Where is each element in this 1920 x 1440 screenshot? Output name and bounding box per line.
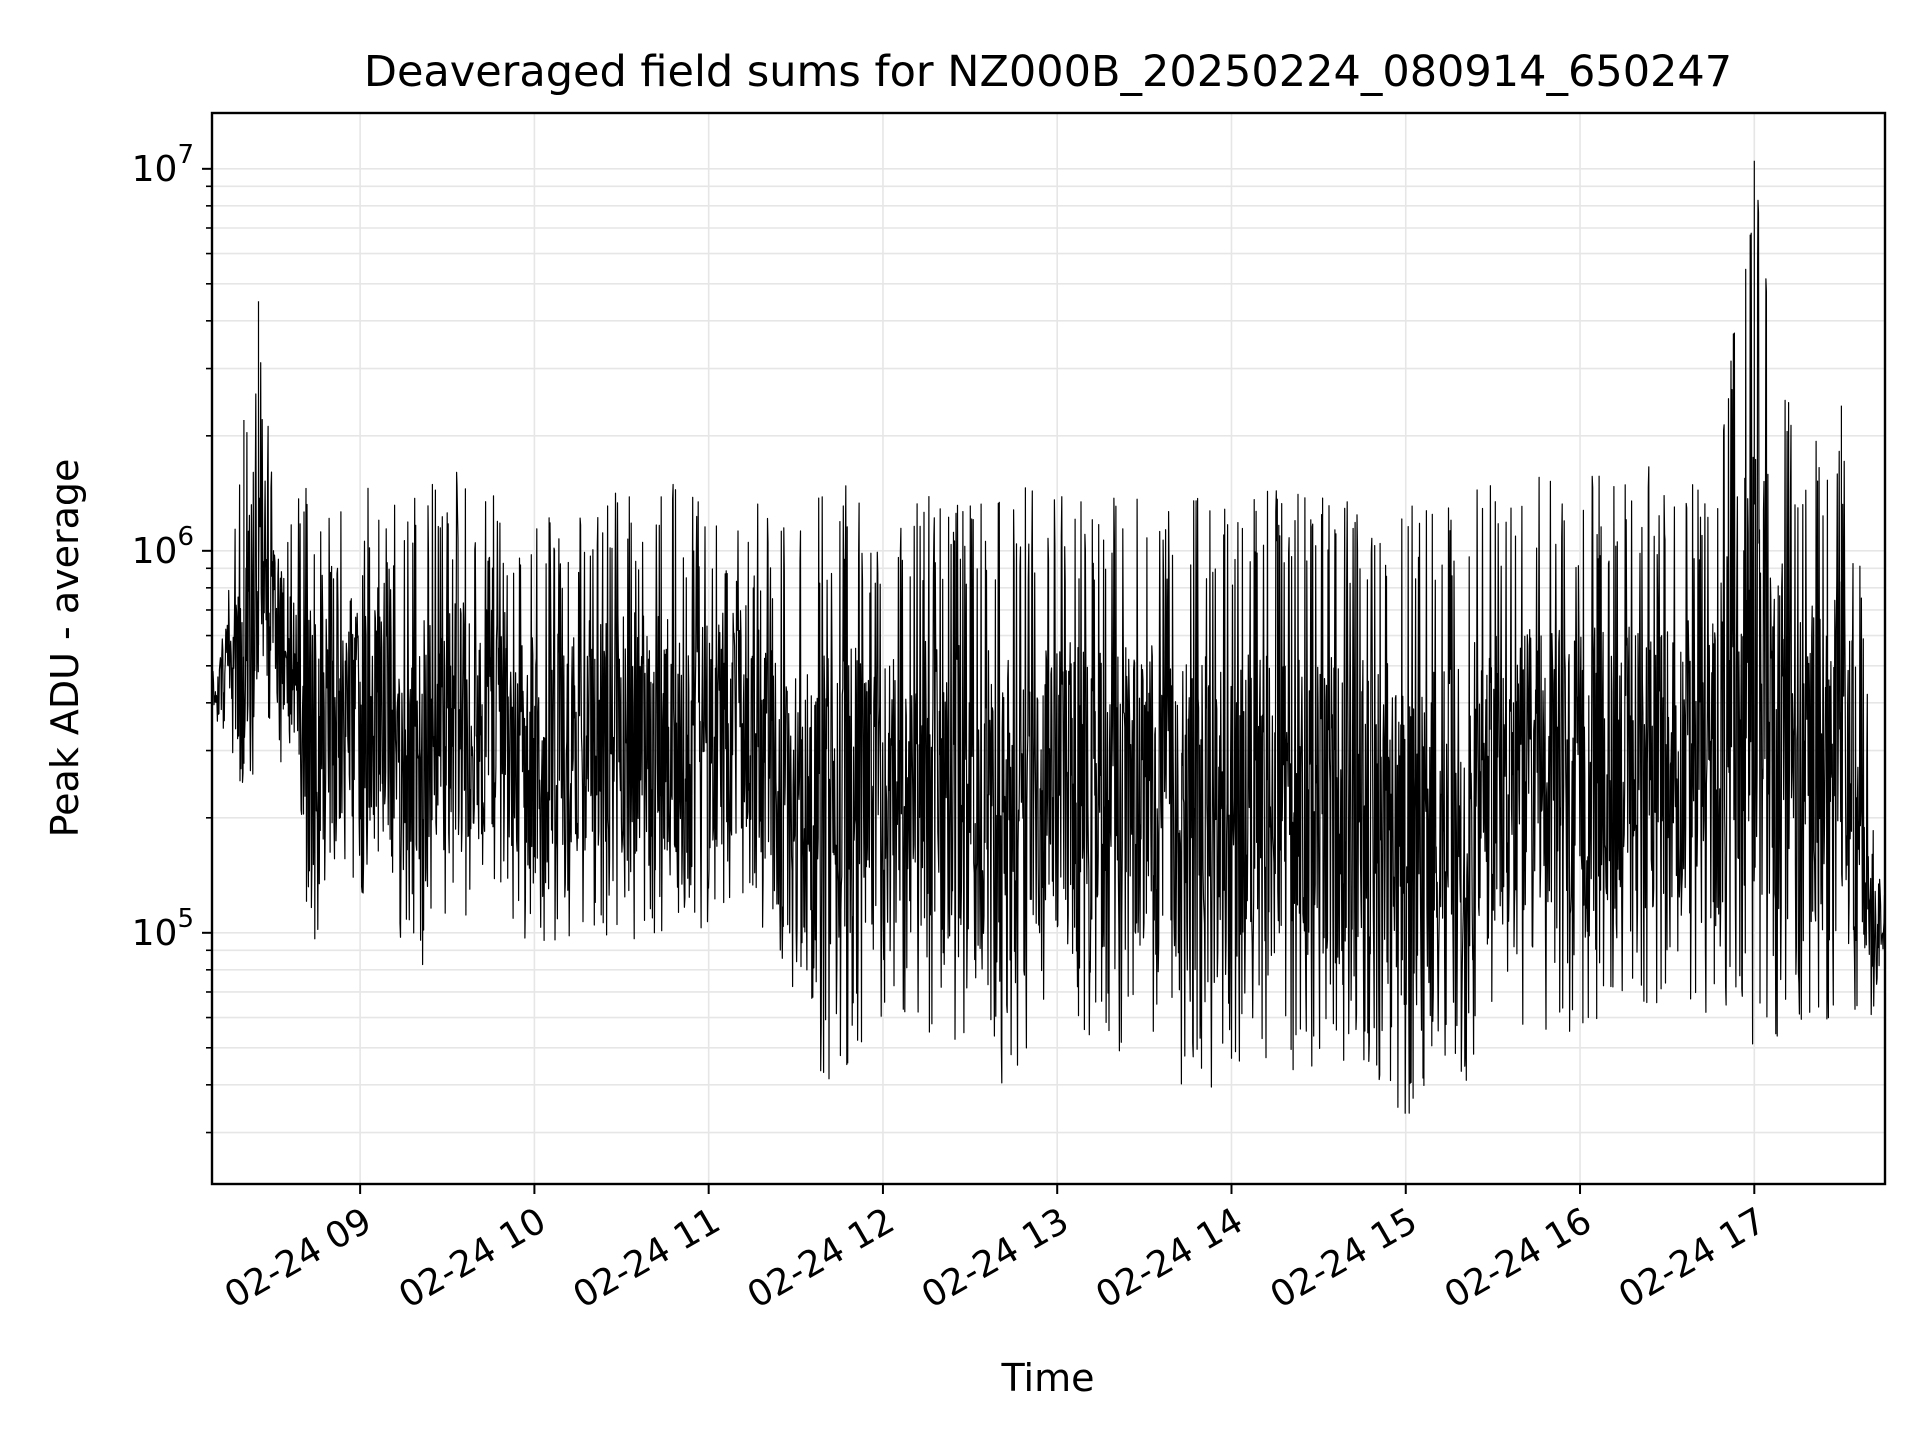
chart-title: Deaveraged field sums for NZ000B_2025022… bbox=[364, 47, 1732, 97]
plot-frame bbox=[210, 111, 1887, 1186]
y-tick-label: 107 bbox=[132, 140, 194, 190]
series-line bbox=[212, 160, 1885, 1114]
y-axis: 105 106 107 bbox=[132, 140, 212, 1134]
y-tick-label: 105 bbox=[132, 904, 194, 954]
series-path bbox=[212, 160, 1885, 1114]
y-axis-label: Peak ADU - average bbox=[43, 459, 87, 838]
y-tick-label: 106 bbox=[132, 522, 194, 572]
x-axis-label: Time bbox=[1001, 1356, 1095, 1400]
